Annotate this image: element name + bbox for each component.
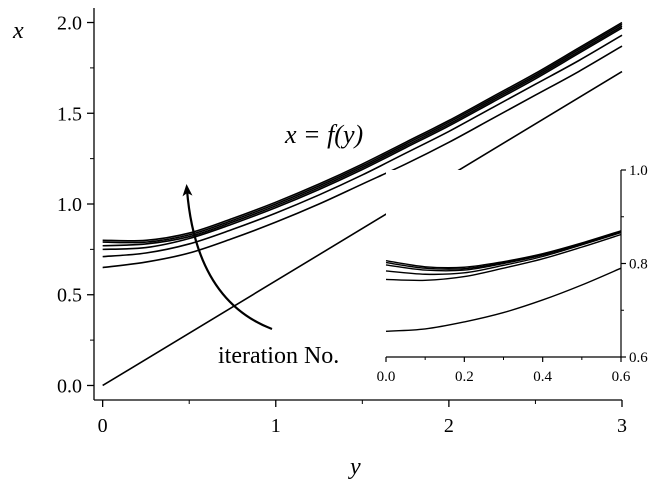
equation-annotation-text: x = f(y) [284,120,363,149]
main-y-tick-label: 0.0 [57,375,82,397]
x-axis-label: y [348,454,361,480]
main-series-line-1 [102,45,623,269]
inset-series-line-6 [385,230,622,269]
main-y-tick-label: 2.0 [57,13,82,35]
y-axis-label: x [12,18,24,44]
inset-y-tick-label: 0.6 [629,350,648,366]
main-series-line-6 [102,21,623,242]
main-series-line-7 [102,70,623,387]
inset-x-tick-label: 0.2 [455,369,474,385]
iteration-arrow [182,184,273,331]
main-series-line-3 [102,27,623,251]
equation-annotation: x = f(y) [284,120,363,149]
main-series-line-5 [102,23,623,244]
main-x-tick-label: 2 [444,415,454,437]
main-x-tick-label: 3 [617,415,627,437]
main-series-line-2 [102,34,623,258]
inset-series-line-2 [385,233,622,282]
main-series-group [102,21,623,387]
inset-x-tick-label: 0.6 [612,369,631,385]
inset-y-tick-label: 1.0 [629,163,648,179]
main-x-tick-label: 1 [271,415,281,437]
main-y-tick-label: 1.5 [57,103,82,125]
inset-x-tick-label: 0.4 [533,369,552,385]
main-y-tick-label: 1.0 [57,194,82,216]
inset-axes-group: 0.0 0.2 0.4 0.6 0.6 0.8 1.0 [377,163,649,385]
inset-series-line-1 [385,267,622,332]
main-axes-group: 0 1 2 3 0.0 0.5 1.0 1.5 2.0 [57,8,627,437]
main-x-tick-label: 0 [98,415,108,437]
main-series-line-4 [102,25,623,247]
main-y-tick-label: 0.5 [57,285,82,307]
inset-series-group [385,170,622,357]
iteration-annotation: iteration No. [218,343,339,369]
inset-series-line-3 [385,231,622,276]
inset-y-tick-label: 0.8 [629,257,648,273]
inset-x-tick-label: 0.0 [377,369,396,385]
